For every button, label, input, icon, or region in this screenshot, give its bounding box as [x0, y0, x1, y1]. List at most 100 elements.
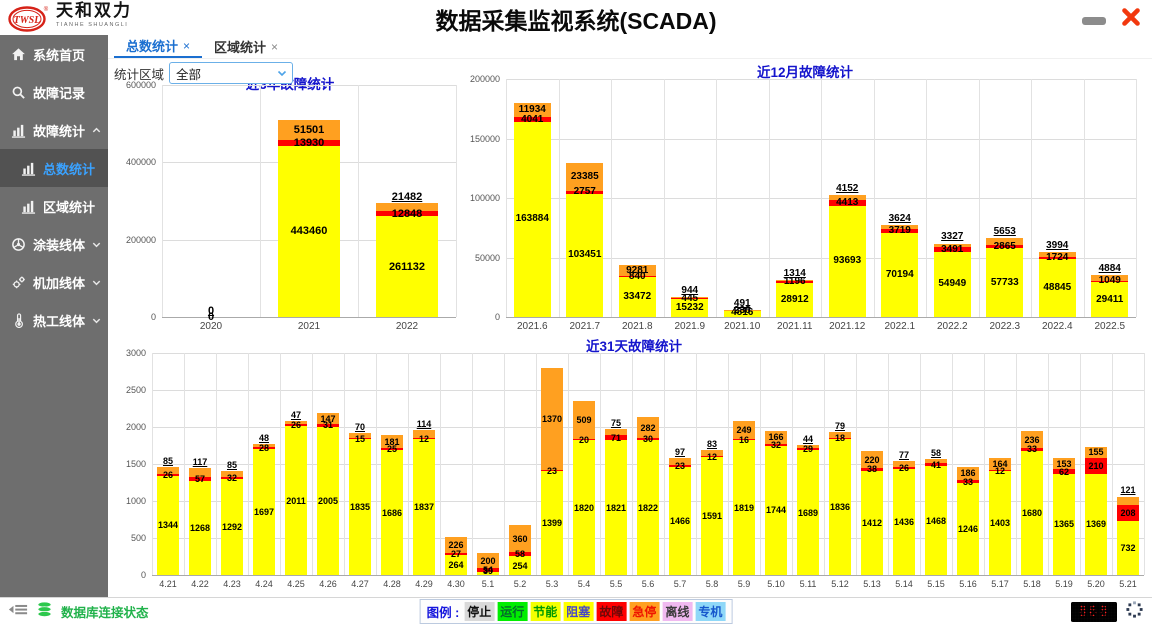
tab-total-stats[interactable]: 总数统计 × — [114, 35, 203, 58]
bar-segment-急停 — [604, 429, 628, 435]
x-axis-tick-label: 4.29 — [415, 579, 433, 589]
bar-segment-阻塞 — [156, 475, 180, 575]
bar-segment-阻塞 — [316, 426, 340, 575]
bar-segment-急停 — [513, 102, 551, 118]
bar-value-label: 85 — [162, 456, 173, 467]
x-axis-tick-label: 5.13 — [863, 579, 881, 589]
x-axis-tick-label: 2020 — [199, 321, 223, 332]
x-axis-tick-label: 2021.9 — [674, 321, 706, 332]
bar-segment-故障 — [540, 469, 564, 472]
bar-segment-急停 — [380, 435, 404, 449]
bar-segment-故障 — [796, 447, 820, 451]
bar-segment-故障 — [1052, 469, 1076, 474]
bar-value-label: 153 — [1056, 458, 1072, 469]
bar-value-label: 57 — [194, 474, 205, 485]
bar-segment-急停 — [444, 536, 468, 554]
legend-item-专机: 专机 — [695, 602, 726, 621]
x-axis-tick-label: 5.19 — [1055, 579, 1073, 589]
bar-segment-急停 — [1091, 274, 1129, 281]
x-axis-tick-label: 5.1 — [481, 579, 495, 589]
region-select[interactable]: 全部 — [169, 62, 294, 84]
bar-segment-阻塞 — [776, 282, 814, 317]
bar-segment-急停 — [892, 461, 916, 467]
x-axis-tick-label: 5.4 — [577, 579, 591, 589]
sidebar-item-machining-line[interactable]: 机加线体 — [0, 263, 108, 301]
bar-segment-阻塞 — [572, 440, 596, 575]
close-button[interactable] — [1120, 6, 1142, 28]
sidebar-item-coating-line[interactable]: 涂装线体 — [0, 225, 108, 263]
bar-segment-故障 — [380, 448, 404, 451]
bar-value-label: 5653 — [993, 226, 1016, 238]
bar-value-label: 4816 — [731, 307, 754, 318]
bar-value-label: 12 — [706, 451, 717, 462]
bar-segment-阻塞 — [860, 470, 884, 575]
bar-segment-急停 — [796, 444, 820, 448]
bar-value-label: 70194 — [885, 269, 914, 281]
bar-value-label: 58 — [930, 448, 941, 459]
x-axis-tick-label: 2021.12 — [829, 321, 866, 332]
bar-value-label: 1403 — [989, 518, 1011, 529]
bar-value-label: 1365 — [1053, 519, 1075, 530]
bar-segment-阻塞 — [220, 479, 244, 575]
bar-segment-急停 — [1038, 252, 1076, 257]
x-axis-tick-label: 2022 — [395, 321, 419, 332]
sidebar: 系统首页故障记录故障统计总数统计 区域统计涂装线体机加线体 热工线体 — [0, 35, 108, 597]
brand-name: 天和双力 TIANHE SHUANGLI — [56, 2, 132, 33]
bar-segment-阻塞 — [476, 572, 500, 575]
collapse-sidebar-icon[interactable] — [8, 602, 28, 622]
bar-segment-急停 — [956, 466, 980, 481]
bar-value-label: 3327 — [941, 231, 964, 243]
minimize-button[interactable] — [1082, 17, 1106, 25]
svg-text:®: ® — [44, 6, 49, 13]
x-axis-tick-label: 5.8 — [705, 579, 719, 589]
tab-close-icon[interactable]: × — [271, 39, 279, 54]
region-select-value: 全部 — [176, 67, 202, 82]
bar-value-label: 0 — [207, 311, 215, 323]
bar-value-label: 238 — [733, 305, 751, 317]
tab-close-icon[interactable]: × — [183, 38, 191, 53]
y-axis-tick-label: 1000 — [125, 496, 146, 506]
sidebar-item-label: 系统首页 — [33, 47, 86, 63]
bar-value-label: 1370 — [541, 414, 563, 425]
bar-segment-阻塞 — [412, 439, 436, 575]
bar-segment-急停 — [933, 243, 971, 248]
bar-segment-故障 — [986, 244, 1024, 249]
y-axis-tick-label: 600000 — [125, 80, 156, 90]
bar-chart-icon — [20, 198, 36, 214]
sidebar-item-label: 故障统计 — [33, 123, 86, 139]
x-axis-tick-label: 5.10 — [767, 579, 785, 589]
chart-12month-fault-stats: 近12月故障统计 11934 4041 163884 23385 2757 103451 92… — [464, 59, 1146, 339]
twsl-logo-icon: TWSL ® — [8, 6, 49, 32]
sidebar-item-home[interactable]: 系统首页 — [0, 35, 108, 73]
bar-segment-急停 — [412, 429, 436, 439]
sidebar-item-thermal-line[interactable]: 热工线体 — [0, 301, 108, 339]
bar-segment-故障 — [828, 437, 852, 440]
bar-segment-故障 — [860, 467, 884, 471]
y-axis-tick-label: 0 — [494, 312, 500, 322]
tab-label: 区域统计 — [214, 40, 267, 55]
x-axis-tick-label: 2022.2 — [936, 321, 968, 332]
y-axis-tick-label: 0 — [150, 312, 156, 322]
bar-value-label: 16 — [738, 434, 749, 445]
x-axis-tick-label: 5.11 — [799, 579, 817, 589]
bar-segment-阻塞 — [380, 450, 404, 575]
bar-value-label: 236 — [1024, 434, 1040, 445]
sidebar-item-fault-records[interactable]: 故障记录 — [0, 73, 108, 111]
x-axis-tick-label: 2021 — [297, 321, 321, 332]
bar-value-label: 54949 — [938, 278, 967, 290]
bar-segment-急停 — [1020, 430, 1044, 449]
bar-segment-故障 — [156, 473, 180, 476]
bar-value-label: 1744 — [765, 505, 787, 516]
bar-chart-icon — [10, 122, 26, 138]
bar-segment-故障 — [988, 470, 1012, 472]
bar-value-label: 26 — [162, 469, 173, 480]
bar-segment-阻塞 — [732, 440, 756, 575]
sidebar-item-label: 涂装线体 — [33, 237, 86, 253]
bar-segment-阻塞 — [1020, 450, 1044, 575]
sidebar-item-region-stats[interactable]: 区域统计 — [0, 187, 108, 225]
y-axis-tick-label: 2500 — [125, 385, 146, 395]
sidebar-item-total-stats[interactable]: 总数统计 — [0, 149, 108, 187]
bar-segment-急停 — [316, 413, 340, 425]
tab-region-stats[interactable]: 区域统计 × — [202, 35, 290, 58]
sidebar-item-fault-stats[interactable]: 故障统计 — [0, 111, 108, 149]
